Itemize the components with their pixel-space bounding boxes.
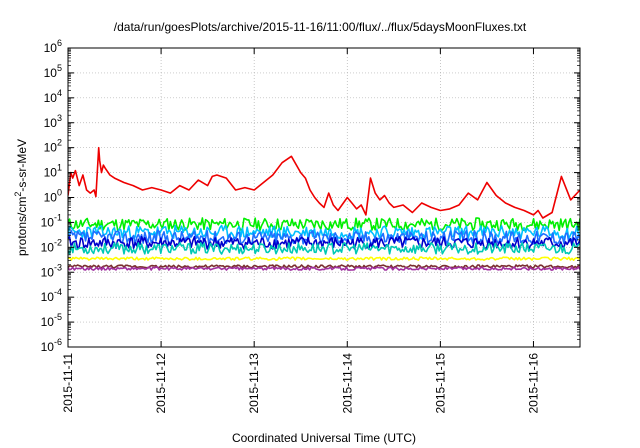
y-axis-title-base: protons/cm: [15, 197, 29, 256]
series-line: [68, 229, 580, 246]
y-tick-label: 10-6: [41, 337, 62, 354]
series-line: [68, 256, 580, 261]
chart-title: /data/run/goesPlots/archive/2015-11-16/1…: [113, 20, 527, 34]
y-axis-title: protons/cm2-s-sr-MeV: [13, 139, 29, 256]
y-tick-label: 10-5: [41, 312, 62, 329]
tick-layer: 10-6 10-5 10-4 10-3 10-2 10-1 100 101 102 103 104 1…: [41, 38, 580, 414]
x-tick-label: 2015-11-16: [526, 353, 540, 414]
y-tick-label: 102: [44, 138, 62, 155]
y-axis-title-rest: -s-sr-MeV: [15, 139, 29, 192]
x-tick-label: 2015-11-12: [154, 353, 168, 414]
y-tick-label: 10-3: [41, 262, 62, 279]
y-tick-label: 10-4: [41, 287, 62, 304]
series-line: [68, 264, 580, 269]
x-tick-label: 2015-11-15: [433, 353, 447, 414]
y-axis-title-sup: 2: [13, 192, 23, 197]
y-tick-label: 10-2: [41, 237, 62, 254]
y-tick-label: 100: [44, 188, 62, 205]
y-tick-label: 105: [44, 63, 62, 80]
series-line: [68, 235, 580, 250]
y-tick-label: 106: [44, 38, 62, 55]
series-layer: [68, 146, 580, 271]
x-tick-label: 2015-11-13: [247, 353, 261, 414]
series-line: [68, 266, 580, 271]
y-tick-label: 103: [44, 113, 62, 130]
series-line: [68, 242, 580, 255]
x-axis-title: Coordinated Universal Time (UTC): [232, 431, 416, 445]
series-line: [68, 146, 580, 219]
y-tick-label: 10-1: [41, 212, 62, 229]
x-tick-label: 2015-11-14: [340, 353, 354, 414]
x-tick-label: 2015-11-11: [61, 353, 75, 413]
grid: [68, 48, 580, 347]
y-tick-label: 104: [44, 88, 62, 105]
y-tick-label: 101: [44, 163, 62, 180]
series-line: [68, 217, 580, 232]
